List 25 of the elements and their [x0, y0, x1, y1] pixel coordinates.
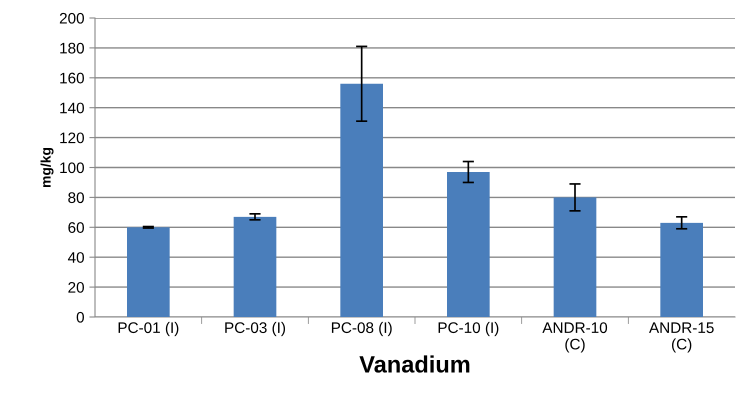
x-tick-label: ANDR-10 (C): [542, 322, 608, 353]
y-tick-label: 0: [76, 312, 84, 323]
bar: [340, 84, 383, 317]
y-tick-label: 160: [60, 72, 84, 84]
bar: [127, 227, 170, 317]
x-tick-label: PC-08 (I): [332, 322, 392, 336]
y-tick-label: 20: [68, 282, 84, 293]
y-tick-label: 200: [60, 12, 84, 24]
y-tick-label: 40: [68, 252, 84, 263]
y-tick-label: 60: [68, 222, 84, 233]
y-axis-title: mg/kg: [40, 148, 54, 188]
y-tick-label: 120: [60, 132, 84, 144]
x-axis-title: Vanadium: [359, 355, 470, 373]
x-tick-label: PC-10 (I): [438, 322, 498, 336]
bar: [447, 172, 490, 317]
y-tick-label: 80: [68, 192, 84, 204]
y-tick-label: 140: [60, 102, 84, 114]
y-tick-label: 180: [60, 42, 84, 54]
bar: [234, 216, 276, 317]
x-tick-label: PC-03 (I): [225, 322, 286, 336]
x-tick-label: ANDR-15 (C): [649, 322, 714, 353]
x-tick-label: PC-01 (I): [118, 322, 178, 336]
bar: [660, 222, 703, 317]
y-tick-label: 100: [60, 162, 84, 174]
bar: [554, 197, 596, 317]
